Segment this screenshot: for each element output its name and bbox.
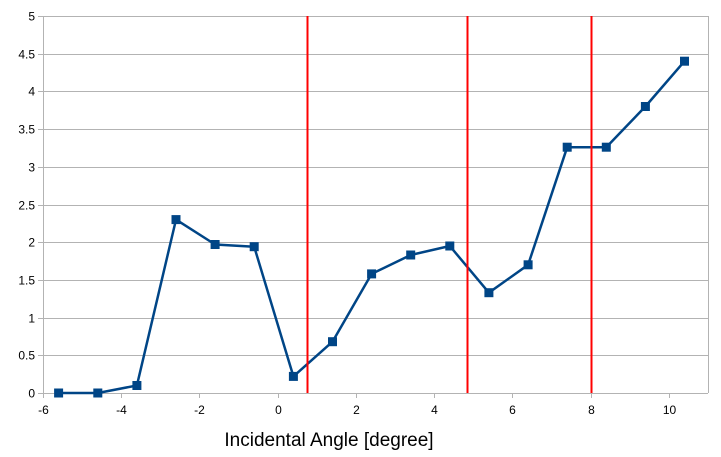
x-tick-label: -2: [194, 403, 205, 417]
data-point: [523, 260, 533, 270]
x-tick-labels: -6 -4 -2 0 2 4 6 8 10: [38, 403, 676, 417]
data-series: [54, 56, 689, 398]
axes: [38, 16, 709, 398]
y-tick-label: 1: [28, 312, 35, 326]
x-tick-label: 4: [431, 403, 438, 417]
y-tick-label: 1.5: [18, 274, 35, 288]
x-tick-label: 10: [663, 403, 677, 417]
data-point: [288, 371, 298, 381]
data-point: [562, 142, 572, 152]
y-tick-label: 0: [28, 387, 35, 401]
x-axis-title: Incidental Angle [degree]: [224, 430, 433, 451]
data-point: [328, 337, 337, 347]
y-tick-labels: 0 0.5 1 1.5 2 2.5 3 3.5 4 4.5 5: [18, 10, 35, 401]
x-tick-label: -6: [38, 403, 49, 417]
x-tick-label: 8: [588, 403, 595, 417]
data-point: [171, 215, 181, 225]
y-tick-label: 3.5: [18, 123, 35, 137]
data-point: [601, 142, 611, 152]
data-point: [367, 269, 377, 279]
vertical-marker-lines: [306, 16, 593, 393]
grid-lines: [43, 16, 708, 394]
data-point: [406, 250, 416, 260]
y-tick-label: 4: [28, 85, 35, 99]
data-point: [680, 56, 689, 66]
data-point: [484, 288, 494, 298]
data-point: [54, 388, 64, 398]
data-point: [445, 241, 455, 251]
x-tick-label: 6: [509, 403, 516, 417]
x-tick-label: -4: [116, 403, 127, 417]
y-tick-label: 2.5: [18, 199, 35, 213]
data-point: [640, 102, 650, 111]
y-tick-label: 2: [28, 236, 35, 250]
data-point: [210, 240, 220, 249]
y-tick-label: 0.5: [18, 349, 35, 363]
data-point: [93, 388, 103, 398]
y-tick-label: 4.5: [18, 48, 35, 62]
y-tick-label: 3: [28, 161, 35, 175]
data-point: [249, 242, 259, 252]
y-tick-label: 5: [28, 10, 35, 24]
x-tick-label: 0: [275, 403, 282, 417]
x-tick-label: 2: [353, 403, 360, 417]
data-point: [132, 381, 142, 390]
